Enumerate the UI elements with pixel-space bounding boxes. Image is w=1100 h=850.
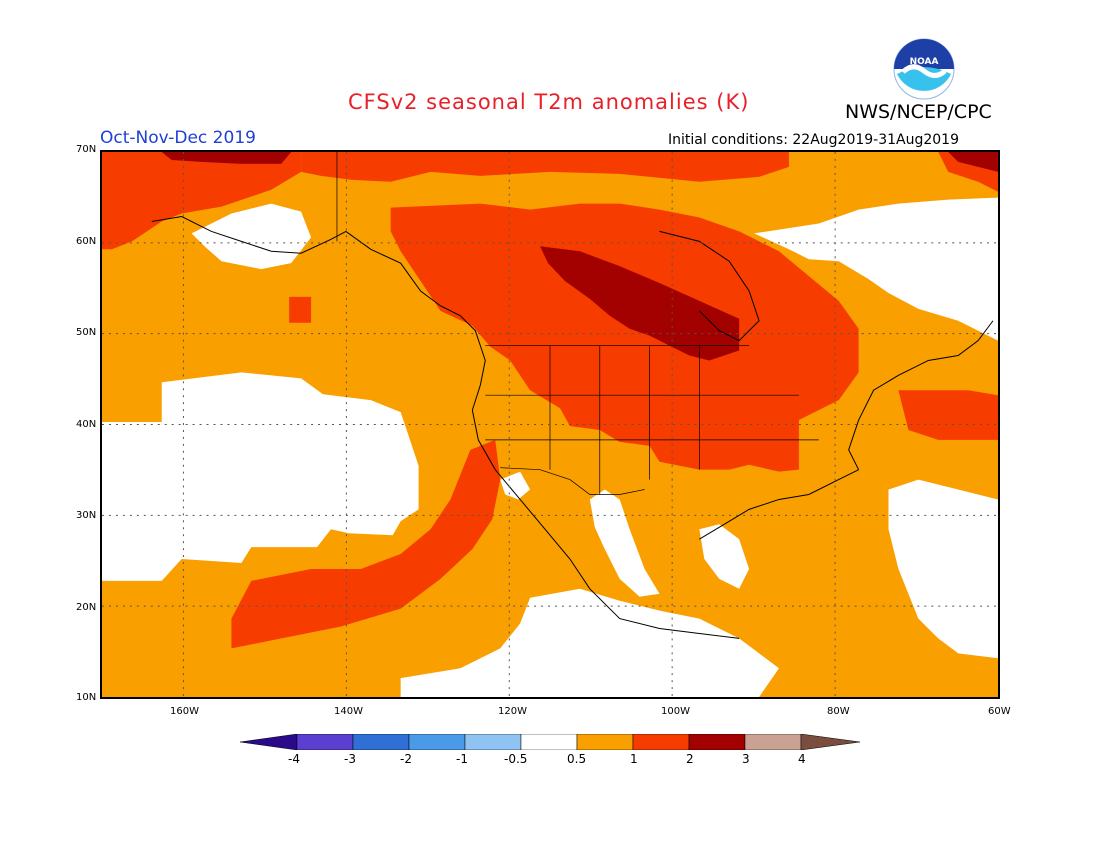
near-normal-mexico-east xyxy=(699,524,750,589)
warm-greenland-core xyxy=(948,152,998,172)
colorbar-swatch-m05-05 xyxy=(520,734,578,750)
initial-conditions: Initial conditions: 22Aug2019-31Aug2019 xyxy=(668,132,959,148)
near-normal-east-pacific xyxy=(400,588,779,697)
temperature-anomaly-map xyxy=(100,150,1000,699)
warm-prairies-core xyxy=(540,246,740,361)
colorbar-swatch-2-3 xyxy=(688,734,746,750)
colorbar-label-m4: -4 xyxy=(288,752,300,766)
border-us-mexico xyxy=(500,467,645,495)
warm-arctic-west xyxy=(102,152,302,250)
colorbar-swatch-1-2 xyxy=(632,734,690,750)
colorbar-label-m2: -2 xyxy=(400,752,412,766)
warm-arctic-north xyxy=(301,152,789,182)
colorbar-swatch-m2-m1 xyxy=(408,734,466,750)
lat-label-40n: 40N xyxy=(76,419,97,430)
lat-label-10n: 10N xyxy=(76,692,97,703)
colorbar-swatch-05-1 xyxy=(576,734,634,750)
coastlines xyxy=(151,216,994,639)
noaa-logo-icon: NOAA xyxy=(893,38,955,100)
lat-label-50n: 50N xyxy=(76,327,97,338)
near-normal-quebec xyxy=(754,197,998,341)
lon-label-60w: 60W xyxy=(988,706,1011,717)
lon-label-160w: 160W xyxy=(170,706,199,717)
warm-2-3k-regions xyxy=(161,152,998,361)
coast-gulf xyxy=(699,469,859,540)
coast-west xyxy=(471,360,740,639)
lat-label-20n: 20N xyxy=(76,602,97,613)
colorbar-swatch-m1-m05 xyxy=(464,734,522,750)
noaa-logo-text: NOAA xyxy=(910,57,939,67)
colorbar-swatch-m3-m2 xyxy=(352,734,410,750)
warm-arctic-core xyxy=(161,152,292,164)
lon-label-140w: 140W xyxy=(334,706,363,717)
colorbar-label-m05: -0.5 xyxy=(504,752,528,766)
near-normal-alaska xyxy=(191,203,312,270)
colorbar-label-m1: -1 xyxy=(456,752,468,766)
near-normal-baja xyxy=(500,471,531,500)
colorbar-swatch-3-4 xyxy=(744,734,802,750)
warm-northeast xyxy=(898,390,998,440)
colorbar-label-m3: -3 xyxy=(344,752,356,766)
near-normal-regions xyxy=(102,197,998,697)
lon-label-120w: 120W xyxy=(498,706,527,717)
coast-east xyxy=(848,320,994,470)
map-title: CFSv2 seasonal T2m anomalies (K) xyxy=(348,90,750,114)
lat-label-30n: 30N xyxy=(76,510,97,521)
lat-label-60n: 60N xyxy=(76,236,97,247)
warm-canada-us xyxy=(390,203,859,472)
colorbar-label-4: 4 xyxy=(798,752,806,766)
lon-label-100w: 100W xyxy=(661,706,690,717)
graticule xyxy=(102,152,998,697)
warm-pacific-spot xyxy=(289,296,312,323)
warm-pacific-arc xyxy=(231,439,501,649)
forecast-period: Oct-Nov-Dec 2019 xyxy=(100,128,256,148)
warm-1-2k-regions xyxy=(102,152,998,649)
colorbar-label-1: 1 xyxy=(630,752,638,766)
colorbar-arrow-low xyxy=(240,734,298,750)
colorbar-arrow-high xyxy=(800,734,860,750)
coast-hudson xyxy=(659,230,760,342)
colorbar xyxy=(240,734,860,750)
lat-label-70n: 70N xyxy=(76,144,97,155)
colorbar-label-05: 0.5 xyxy=(567,752,587,766)
near-normal-mexico-west xyxy=(589,489,660,597)
borders xyxy=(336,152,819,495)
agency-label: NWS/NCEP/CPC xyxy=(845,101,992,123)
colorbar-label-2: 2 xyxy=(686,752,694,766)
near-normal-caribbean xyxy=(888,479,998,659)
lon-label-80w: 80W xyxy=(827,706,850,717)
colorbar-label-3: 3 xyxy=(742,752,750,766)
colorbar-swatch-m4-m3 xyxy=(296,734,354,750)
coast-alaska xyxy=(151,216,486,361)
